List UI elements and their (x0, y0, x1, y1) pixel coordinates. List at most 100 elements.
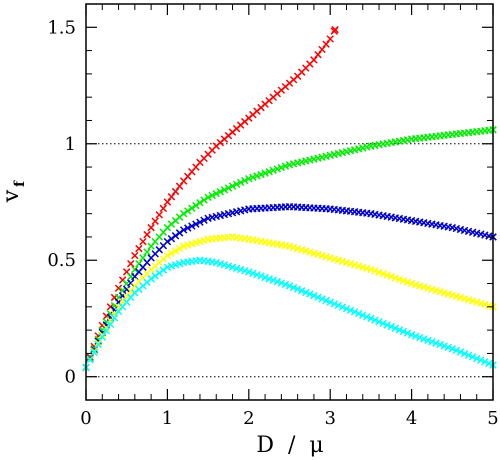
data-point (171, 247, 180, 255)
data-point (143, 248, 151, 256)
data-point (346, 306, 355, 315)
data-point (440, 342, 448, 350)
data-point (314, 50, 322, 59)
data-point (265, 275, 273, 283)
y-axis-label-subscript: f (12, 180, 28, 187)
data-point (297, 287, 306, 295)
series-4 (82, 256, 497, 372)
y-axis-label-main: v (0, 189, 24, 203)
data-point (245, 268, 253, 276)
data-point (110, 314, 119, 322)
data-point (228, 182, 237, 190)
data-point (322, 296, 330, 305)
data-point (326, 298, 334, 306)
data-point (456, 348, 465, 356)
data-point (338, 303, 347, 311)
data-point (371, 267, 379, 275)
data-point (240, 176, 249, 185)
data-point (261, 169, 269, 177)
data-point (481, 358, 489, 366)
data-point (331, 25, 339, 34)
data-point (192, 220, 200, 228)
data-point (232, 180, 241, 189)
data-point (383, 321, 391, 329)
data-point (350, 308, 359, 316)
data-point (273, 277, 282, 286)
data-point (188, 222, 196, 230)
data-point (403, 329, 412, 337)
data-point (314, 293, 322, 302)
data-point (143, 230, 151, 239)
data-point (212, 189, 220, 198)
data-point (468, 353, 477, 361)
data-point (90, 348, 98, 356)
series-layer (82, 25, 497, 372)
data-point (342, 304, 351, 313)
data-point (147, 275, 155, 283)
data-point (452, 346, 461, 355)
data-point (387, 272, 395, 281)
data-point (334, 301, 343, 310)
data-point (106, 320, 115, 329)
y-tick-label: 0.5 (47, 250, 76, 271)
data-point (477, 356, 485, 364)
data-point (171, 232, 180, 240)
data-point (122, 285, 131, 294)
data-point (131, 265, 139, 274)
x-axis-label: D / μ (256, 433, 323, 458)
data-point (379, 319, 387, 328)
data-point (253, 270, 261, 279)
data-point (159, 204, 168, 213)
data-point (359, 311, 367, 319)
data-point (395, 326, 404, 334)
data-point (184, 224, 192, 232)
x-tick-label: 4 (406, 408, 417, 429)
data-point (188, 204, 196, 212)
data-point (363, 313, 371, 321)
data-point (155, 211, 163, 219)
data-point (269, 166, 277, 175)
data-point (265, 167, 273, 176)
y-axis-label: v f (0, 180, 28, 203)
data-point (102, 326, 111, 335)
data-point (139, 237, 147, 246)
data-point (387, 322, 395, 331)
data-point (391, 274, 400, 282)
data-point (432, 339, 440, 347)
data-point (127, 279, 135, 287)
data-point (196, 199, 204, 207)
data-point (175, 244, 184, 253)
data-point (322, 40, 330, 48)
x-tick-label: 5 (487, 408, 498, 429)
y-tick-label: 1 (65, 134, 76, 155)
x-tick-label: 2 (243, 408, 254, 429)
label-layer: D / μ v f (0, 180, 324, 458)
data-point (367, 265, 375, 274)
data-point (236, 178, 245, 187)
data-point (253, 172, 261, 180)
data-point (90, 346, 98, 354)
data-point (147, 223, 155, 232)
data-point (367, 314, 375, 323)
data-point (159, 266, 168, 274)
data-point (90, 347, 98, 355)
data-point (354, 309, 363, 318)
data-point (485, 359, 493, 368)
data-point (184, 207, 192, 215)
data-point (155, 269, 163, 277)
data-point (167, 193, 176, 201)
data-point (289, 283, 298, 292)
data-point (135, 244, 143, 253)
data-point (399, 277, 408, 285)
data-point (127, 259, 135, 268)
data-point (208, 191, 216, 200)
data-point (257, 170, 265, 179)
y-tick-label: 0 (65, 367, 76, 388)
data-point (171, 187, 180, 196)
data-point (98, 333, 107, 341)
x-tick-label: 3 (324, 408, 335, 429)
x-tick-label: 0 (80, 408, 91, 429)
data-point (424, 336, 432, 345)
data-point (86, 356, 94, 364)
data-point (163, 251, 172, 260)
